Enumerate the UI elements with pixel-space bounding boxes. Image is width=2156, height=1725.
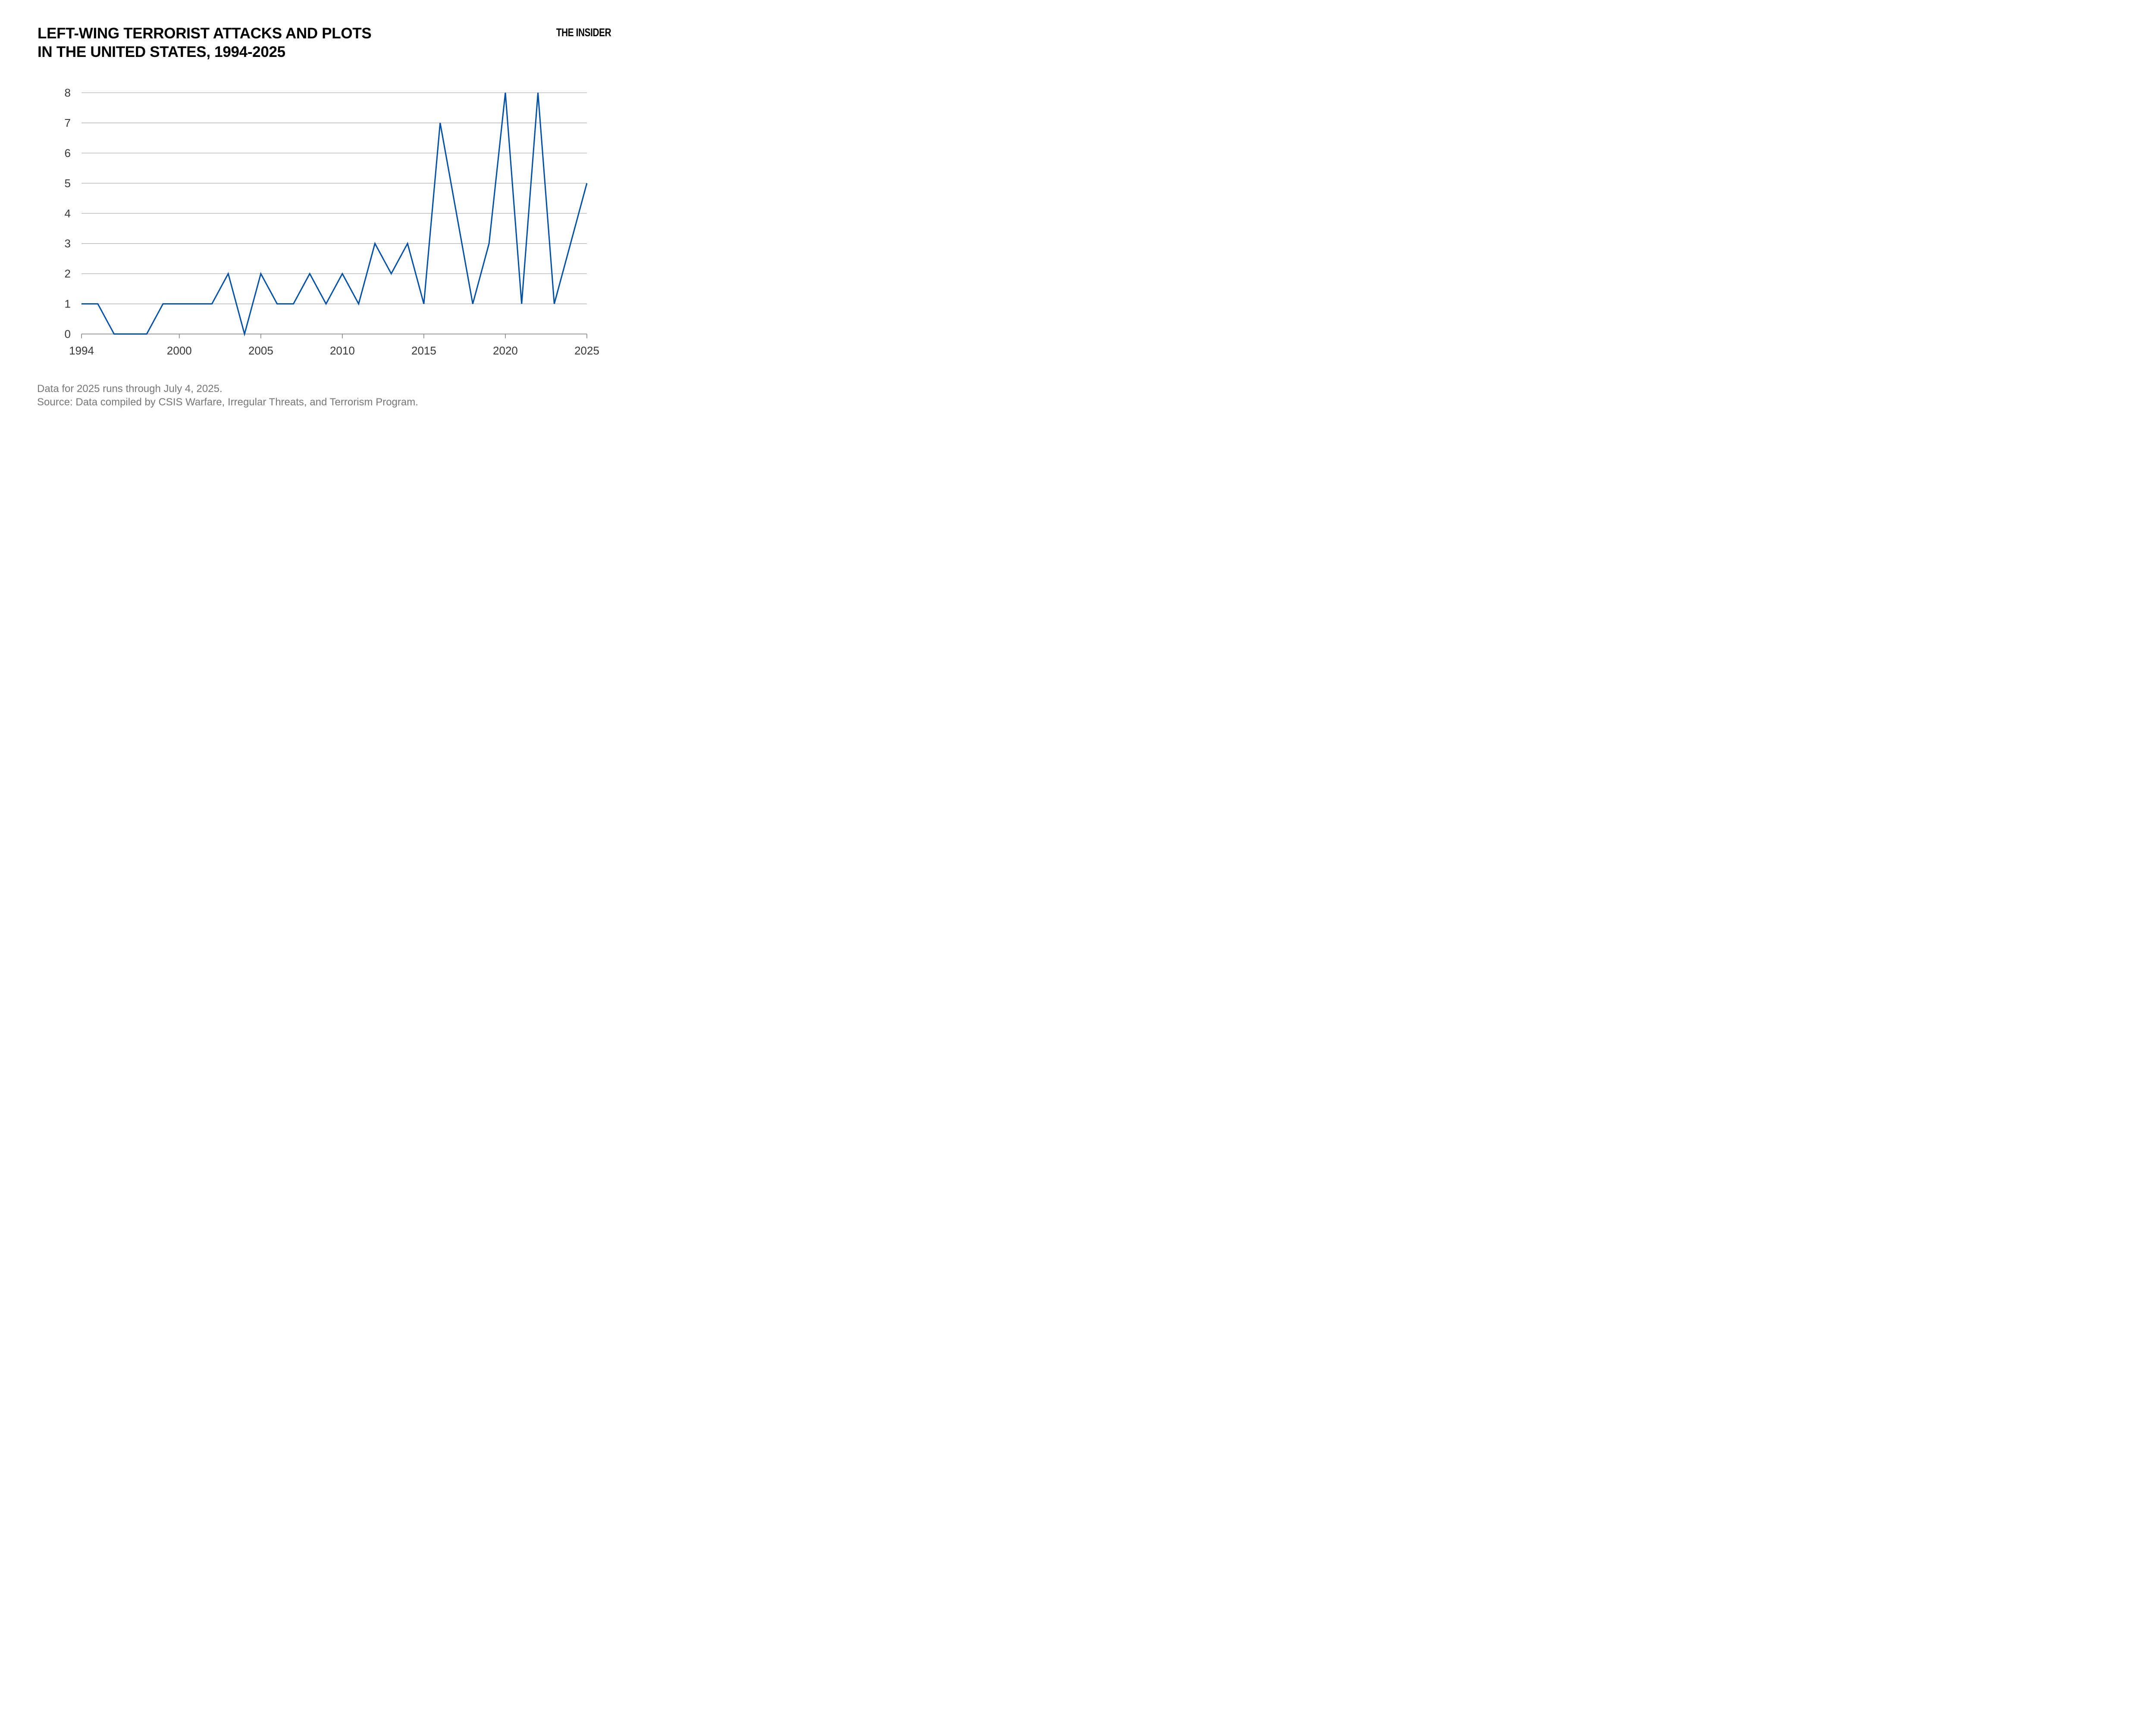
y-tick-label-6: 6 <box>65 147 71 160</box>
title-line-1: LEFT-WING TERRORIST ATTACKS AND PLOTS <box>38 25 372 42</box>
line-chart: 1994 2000 2005 2010 2015 2020 2025 0 1 2 3 4 5 6 7 8 <box>65 86 599 357</box>
footnote: Data for 2025 runs through July 4, 2025. <box>37 383 222 395</box>
page-title: LEFT-WING TERRORIST ATTACKS AND PLOTS IN… <box>38 24 372 61</box>
y-tick-label-2: 2 <box>65 267 71 280</box>
x-tick-label-2010: 2010 <box>330 344 355 357</box>
y-tick-label-5: 5 <box>65 177 71 190</box>
y-tick-label-3: 3 <box>65 237 71 250</box>
brand-logo: THE INSIDER <box>556 26 611 39</box>
chart-page: LEFT-WING TERRORIST ATTACKS AND PLOTS IN… <box>0 0 647 431</box>
x-tick-label-2000: 2000 <box>167 344 192 357</box>
y-tick-label-4: 4 <box>65 207 71 220</box>
chart-footer: Data for 2025 runs through July 4, 2025.… <box>37 382 418 409</box>
y-tick-label-1: 1 <box>65 298 71 310</box>
y-tick-label-0: 0 <box>65 328 71 341</box>
title-line-2: IN THE UNITED STATES, 1994-2025 <box>38 44 285 60</box>
data-series-line <box>81 92 588 337</box>
x-tick-label-2025: 2025 <box>574 344 599 357</box>
x-tick-label-2020: 2020 <box>493 344 518 357</box>
y-tick-label-7: 7 <box>65 116 71 129</box>
x-tick-label-2015: 2015 <box>411 344 436 357</box>
x-tick-label-2005: 2005 <box>248 344 273 357</box>
source-note: Source: Data compiled by CSIS Warfare, I… <box>37 396 418 408</box>
y-tick-label-8: 8 <box>65 86 71 99</box>
x-tick-label-1994: 1994 <box>69 344 94 357</box>
